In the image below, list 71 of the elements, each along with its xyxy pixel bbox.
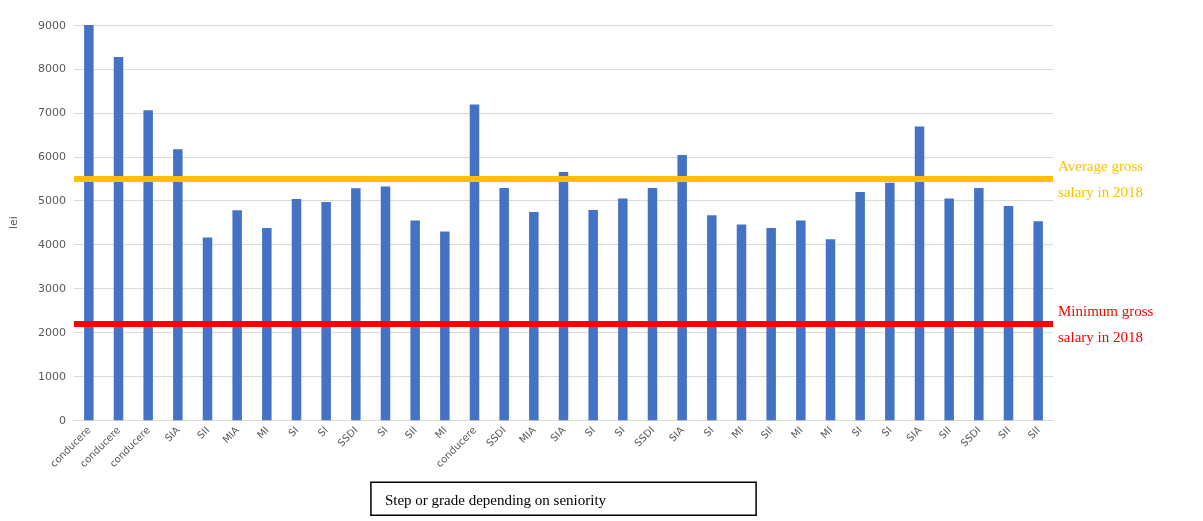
bar: [380, 186, 391, 421]
bar: [736, 224, 747, 421]
bar: [825, 239, 836, 421]
bar: [647, 187, 658, 421]
bar: [321, 201, 331, 421]
x-tick-label: MIA: [220, 424, 242, 446]
bar: [262, 227, 272, 421]
bar: [796, 220, 806, 421]
bar: [1003, 205, 1014, 421]
x-tick-label: SI: [375, 424, 390, 439]
bar: [499, 187, 509, 421]
x-tick-label: SII: [936, 424, 954, 441]
y-tick-label: 3000: [38, 282, 66, 295]
bar: [974, 187, 984, 421]
x-tick-label: SI: [582, 424, 598, 439]
x-tick-label: SII: [402, 424, 420, 441]
x-tick-label: SII: [995, 424, 1013, 441]
bar: [618, 198, 628, 421]
bar: [143, 110, 153, 421]
x-tick-label: SIA: [162, 424, 182, 444]
x-tick-label: SII: [1025, 424, 1043, 441]
y-tick-label: 5000: [38, 194, 66, 208]
bar: [410, 220, 420, 421]
x-tick-label: SI: [849, 424, 865, 439]
x-tick-label: SII: [194, 424, 212, 441]
x-tick-label: MI: [788, 424, 805, 441]
bar: [84, 25, 94, 421]
x-tick-label: SI: [612, 424, 627, 439]
ref-line-label: Average gross salary in 2018: [1058, 157, 1147, 200]
bar: [529, 212, 539, 421]
x-tick-label: SI: [286, 424, 301, 439]
bar: [173, 149, 183, 421]
y-tick-label: 8000: [38, 62, 66, 76]
y-tick-label: 0: [59, 413, 66, 427]
x-tick-label: SIA: [666, 424, 687, 444]
y-tick-label: 4000: [38, 238, 66, 252]
x-tick-label: SII: [758, 424, 776, 441]
x-tick-label: SIA: [548, 424, 568, 444]
bar: [202, 237, 213, 421]
bar: [232, 210, 242, 421]
bar: [351, 188, 361, 421]
x-tick-label: MI: [254, 424, 271, 441]
bar: [944, 198, 954, 421]
y-tick-label: 7000: [38, 106, 66, 120]
ref-line-label: Minimum gross salary in 2018: [1058, 302, 1158, 345]
y-tick-label: 6000: [38, 150, 66, 164]
bar: [766, 227, 776, 421]
bar: [291, 198, 302, 421]
bar: [677, 154, 687, 421]
bar: [113, 57, 124, 421]
bar: [469, 104, 480, 421]
x-tick-label: MI: [818, 424, 835, 441]
bar: [855, 191, 865, 421]
x-tick-label: SI: [879, 424, 894, 439]
bar: [1033, 221, 1043, 421]
y-axis-title: lei: [7, 216, 20, 230]
bar: [914, 126, 925, 421]
x-tick-label: MIA: [516, 424, 538, 446]
y-tick-label: 9000: [38, 18, 66, 32]
y-tick-label: 1000: [38, 369, 66, 383]
bar: [885, 182, 895, 421]
bar: [558, 172, 569, 421]
x-tick-label: MI: [729, 424, 746, 441]
x-tick-label: SI: [701, 424, 716, 439]
y-tick-label: 2000: [38, 325, 66, 339]
x-tick-label: SIA: [904, 424, 924, 444]
x-axis-title: Step or grade depending on seniority: [384, 491, 607, 508]
bar: [588, 209, 598, 421]
bar: [707, 215, 717, 421]
bar: [440, 231, 450, 421]
x-tick-label: SI: [315, 424, 331, 439]
